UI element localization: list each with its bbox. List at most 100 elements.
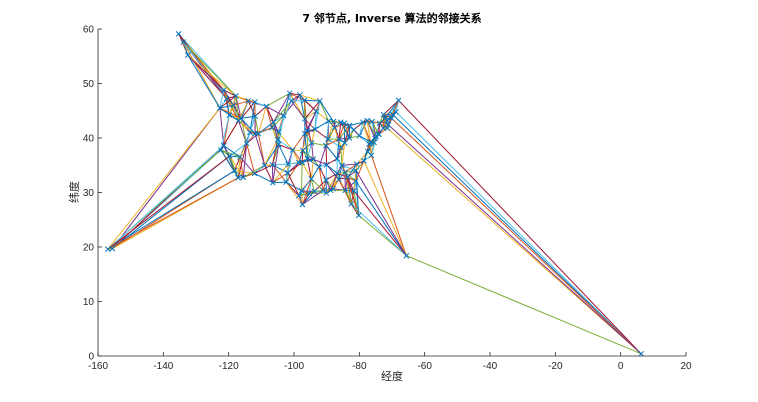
adjacency-line xyxy=(387,100,399,126)
adjacency-line xyxy=(272,172,289,184)
node-marker xyxy=(235,174,241,181)
node-marker xyxy=(299,147,306,154)
adjacency-line xyxy=(240,101,256,119)
node-marker xyxy=(251,170,258,177)
node-marker xyxy=(368,152,375,159)
adjacency-line xyxy=(311,142,314,160)
adjacency-line xyxy=(223,145,231,157)
x-tick-label: -120 xyxy=(219,361,239,372)
adjacency-line xyxy=(355,180,407,257)
adjacency-line xyxy=(314,190,327,194)
node-marker xyxy=(220,142,227,149)
x-tick-label: -140 xyxy=(153,361,173,372)
adjacency-line xyxy=(388,124,642,355)
y-ticks: 0 10 20 30 40 50 60 xyxy=(83,25,102,363)
node-marker xyxy=(297,92,303,98)
adjacency-line xyxy=(387,127,642,355)
adjacency-line xyxy=(257,106,267,134)
adjacency-line xyxy=(254,116,259,134)
adjacency-line xyxy=(371,121,380,135)
adjacency-line xyxy=(246,143,255,174)
adjacency-line xyxy=(247,100,256,117)
node-marker xyxy=(334,155,340,162)
adjacency-line xyxy=(182,41,237,97)
adjacency-line xyxy=(219,107,242,119)
node-marker xyxy=(286,90,293,97)
node-marker xyxy=(342,169,348,176)
adjacency-line xyxy=(219,89,225,109)
y-tick-label: 30 xyxy=(83,188,95,199)
adjacency-line xyxy=(237,157,241,178)
adjacency-line xyxy=(340,147,343,166)
node-marker xyxy=(353,161,360,168)
adjacency-line xyxy=(289,93,306,120)
node-marker xyxy=(380,125,387,132)
adjacency-line xyxy=(257,133,266,166)
node-marker xyxy=(184,52,191,59)
adjacency-line xyxy=(322,179,327,191)
adjacency-line xyxy=(325,121,330,146)
node-marker xyxy=(237,154,243,160)
adjacency-line xyxy=(304,99,320,102)
adjacency-line xyxy=(406,255,642,355)
adjacency-line xyxy=(355,164,358,171)
x-tick-label: -20 xyxy=(548,361,563,372)
node-marker xyxy=(216,105,223,111)
node-marker xyxy=(220,87,227,93)
node-marker xyxy=(373,134,380,140)
adjacency-line xyxy=(313,158,327,166)
node-marker xyxy=(331,124,338,131)
adjacency-line xyxy=(272,163,289,184)
node-marker xyxy=(330,118,337,125)
adjacency-line xyxy=(278,115,285,145)
node-marker xyxy=(284,170,291,176)
adjacency-line xyxy=(301,150,304,163)
x-tick-label: -60 xyxy=(417,361,432,372)
node-marker xyxy=(325,136,331,142)
node-marker xyxy=(252,130,258,137)
node-marker xyxy=(283,179,290,185)
node-marker xyxy=(175,31,182,37)
y-tick-label: 40 xyxy=(83,134,95,145)
node-marker xyxy=(356,132,363,139)
adjacency-line xyxy=(234,156,241,171)
adjacency-line xyxy=(319,164,327,168)
adjacency-line xyxy=(311,142,327,147)
node-marker xyxy=(311,188,318,195)
node-marker xyxy=(252,113,258,120)
node-marker xyxy=(251,99,258,105)
node-marker xyxy=(299,201,306,208)
node-marker xyxy=(335,176,342,183)
x-tick-label: 0 xyxy=(618,361,624,372)
adjacency-line xyxy=(366,120,377,138)
node-marker xyxy=(403,252,410,259)
adjacency-line xyxy=(223,89,237,97)
node-marker xyxy=(301,130,308,137)
adjacency-line xyxy=(239,143,248,158)
node-marker xyxy=(285,161,291,168)
adjacency-line xyxy=(341,142,346,166)
adjacency-line xyxy=(111,107,221,249)
adjacency-line xyxy=(304,133,308,159)
adjacency-line xyxy=(237,120,248,144)
node-marker xyxy=(231,167,238,174)
node-marker xyxy=(341,120,348,127)
node-marker xyxy=(316,98,323,104)
adjacency-line xyxy=(370,155,407,256)
adjacency-line xyxy=(384,100,399,119)
node-marker xyxy=(337,144,344,151)
y-tick-label: 0 xyxy=(88,352,94,363)
adjacency-line xyxy=(228,95,237,116)
node-marker xyxy=(381,115,388,122)
node-marker xyxy=(109,245,116,252)
adjacency-line xyxy=(304,128,316,135)
node-marker xyxy=(323,142,329,149)
node-marker xyxy=(355,212,362,219)
node-marker xyxy=(243,140,250,147)
adjacency-line xyxy=(187,54,237,97)
node-marker xyxy=(313,108,320,115)
adjacency-line xyxy=(314,100,321,130)
adjacency-line xyxy=(358,122,364,136)
adjacency-line xyxy=(306,158,312,179)
